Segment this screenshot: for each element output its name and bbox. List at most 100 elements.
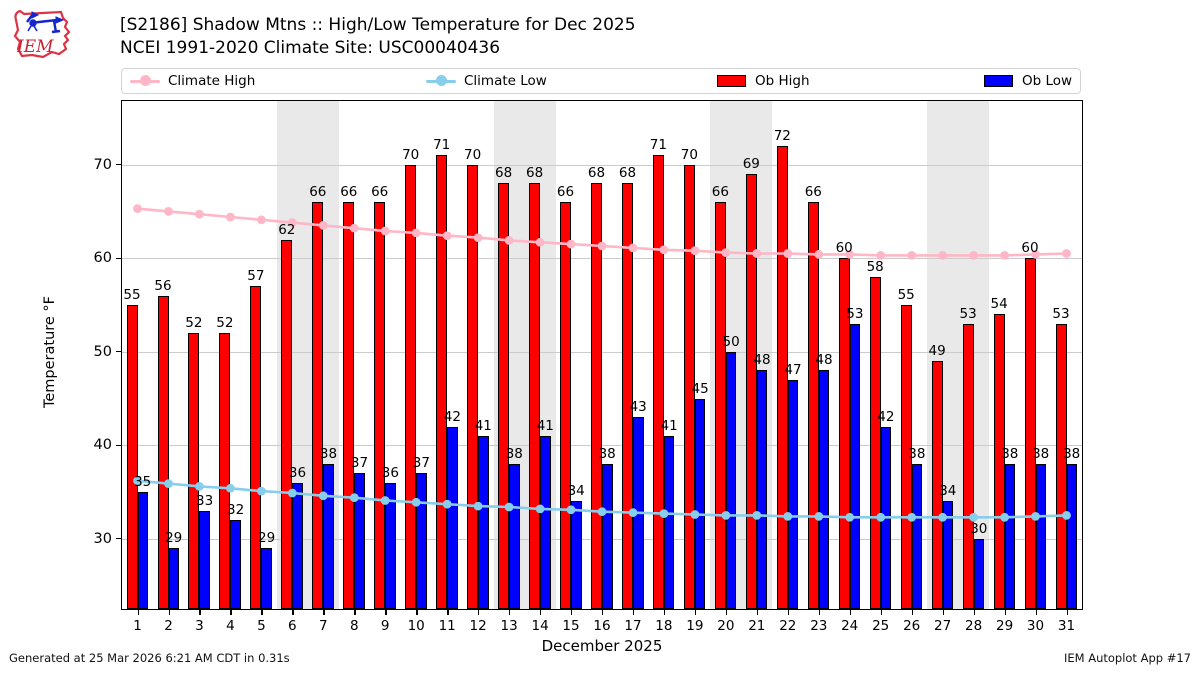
ob-low-bar: [973, 538, 985, 609]
x-tick-label: 10: [407, 618, 425, 634]
x-tick-label: 29: [996, 618, 1014, 634]
ob-high-bar: [436, 155, 448, 609]
x-tick-mark: [880, 610, 883, 615]
ob-low-value-label: 42: [443, 408, 461, 425]
ob-high-patch-swatch-icon: [717, 74, 747, 88]
x-tick-mark: [602, 610, 604, 615]
ob-high-bar: [126, 304, 138, 609]
legend-label: Climate Low: [464, 73, 547, 89]
climate-low-marker: [845, 512, 855, 522]
ob-low-bar: [1004, 464, 1016, 609]
ob-high-value-label: 71: [433, 137, 451, 154]
y-tick-mark: [116, 444, 122, 446]
chart-title: [S2186] Shadow Mtns :: High/Low Temperat…: [120, 15, 636, 35]
ob-high-value-label: 70: [402, 146, 420, 163]
x-tick-label: 1: [133, 618, 142, 634]
climate-low-marker: [969, 512, 978, 522]
ob-low-bar: [137, 492, 148, 609]
x-tick-label: 20: [717, 618, 735, 634]
ob-high-bar: [343, 202, 355, 609]
ob-high-value-label: 71: [649, 137, 667, 154]
climate-low-marker: [442, 499, 452, 509]
legend-item-climate-low: Climate Low: [426, 69, 547, 93]
x-tick-label: 19: [686, 618, 704, 634]
ob-low-bar: [571, 501, 582, 609]
x-tick-mark: [168, 610, 170, 615]
ob-high-bar: [993, 314, 1005, 609]
x-tick-mark: [911, 610, 914, 615]
ob-high-bar: [405, 164, 417, 609]
gridline: [122, 258, 1082, 260]
x-tick-mark: [199, 610, 201, 615]
x-tick-label: 24: [841, 618, 859, 634]
ob-high-bar: [838, 258, 850, 609]
weather-station-glyph: [26, 11, 65, 34]
ob-high-value-label: 68: [618, 165, 637, 182]
ob-high-bar: [622, 183, 633, 609]
climate-high-marker: [876, 251, 886, 260]
x-tick-label: 16: [593, 618, 611, 634]
ob-high-bar: [869, 276, 881, 609]
ob-high-value-label: 66: [556, 184, 575, 200]
ob-high-value-label: 54: [990, 296, 1008, 313]
legend-color-patch: [717, 75, 746, 87]
ob-low-value-label: 38: [1032, 446, 1050, 462]
ob-high-bar: [1024, 258, 1036, 609]
ob-low-bar: [385, 482, 396, 609]
climate-high-marker: [1031, 250, 1040, 259]
ob-high-bar: [900, 304, 912, 609]
ob-low-bar: [416, 473, 427, 609]
ob-high-bar: [962, 323, 974, 609]
climate-low-marker: [318, 491, 328, 501]
ob-low-value-label: 38: [1001, 446, 1019, 462]
ob-low-bar: [323, 464, 334, 609]
ob-low-bar: [354, 473, 365, 609]
ob-low-bar: [911, 464, 923, 609]
climate-low-marker: [473, 501, 483, 511]
x-tick-label: 9: [380, 618, 390, 634]
ob-high-value-label: 60: [835, 240, 853, 257]
climate-high-marker: [287, 218, 297, 227]
ob-low-bar: [818, 370, 830, 609]
ob-high-value-label: 68: [587, 165, 606, 182]
ob-low-value-label: 37: [350, 455, 369, 472]
legend: Climate High Climate Low Ob High Ob Low: [121, 68, 1081, 94]
climate-high-marker: [628, 243, 638, 253]
ob-low-value-label: 53: [846, 305, 864, 322]
legend-label: Climate High: [168, 73, 256, 89]
climate-low-marker: [411, 497, 421, 507]
ob-high-value-label: 70: [464, 146, 482, 163]
ob-low-value-label: 33: [196, 492, 214, 509]
climate-high-marker: [257, 215, 266, 225]
ob-low-value-label: 34: [939, 483, 957, 500]
ob-low-value-label: 38: [598, 446, 616, 462]
ob-high-bar: [157, 295, 169, 609]
x-tick-mark: [261, 610, 263, 615]
x-tick-mark: [756, 610, 759, 615]
ob-high-value-label: 66: [309, 184, 327, 200]
x-tick-label: 8: [350, 618, 359, 634]
x-tick-label: 7: [319, 618, 328, 634]
y-axis-title: Temperature °F: [42, 295, 58, 409]
ob-high-bar: [312, 202, 324, 609]
ob-high-bar: [374, 202, 386, 609]
climate-high-marker: [938, 251, 947, 260]
climate-high-marker: [969, 251, 978, 260]
ob-high-bar: [776, 145, 788, 609]
y-tick-mark: [116, 538, 122, 540]
x-tick-mark: [1004, 610, 1006, 615]
climate-low-marker: [226, 483, 235, 493]
legend-marker-dot: [436, 75, 447, 86]
ob-high-value-label: 66: [371, 184, 389, 200]
ob-low-value-label: 36: [381, 464, 399, 481]
x-tick-label: 17: [624, 618, 642, 634]
ob-low-value-label: 50: [722, 333, 740, 350]
x-tick-mark: [1066, 610, 1068, 615]
climate-high-marker: [1000, 251, 1009, 260]
iem-logo-icon: IEM: [13, 9, 71, 59]
ob-low-bar: [261, 548, 272, 609]
ob-high-value-label: 69: [742, 156, 760, 172]
climate-high-marker: [690, 246, 700, 256]
legend-item-climate-high: Climate High: [130, 69, 255, 93]
